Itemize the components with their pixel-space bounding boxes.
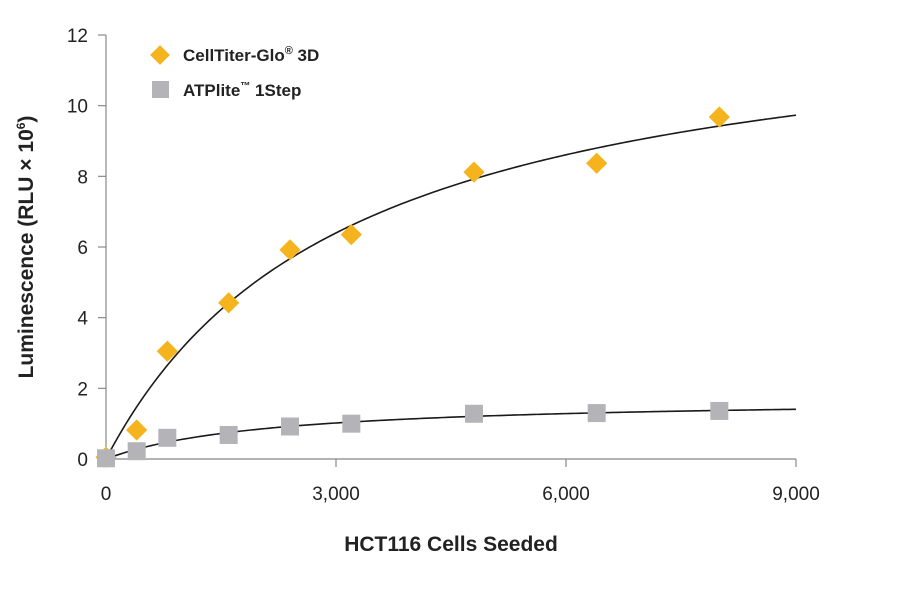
y-tick-label: 12 bbox=[67, 26, 88, 47]
point-celltiter bbox=[156, 340, 178, 362]
legend-label-atplite-mark: ™ bbox=[240, 81, 250, 92]
point-atplite bbox=[97, 449, 115, 468]
point-atplite bbox=[158, 428, 177, 447]
x-tick-label: 9,000 bbox=[772, 484, 820, 505]
y-tick-label: 8 bbox=[77, 167, 88, 188]
data-points bbox=[95, 106, 730, 468]
point-atplite bbox=[127, 442, 146, 461]
point-celltiter bbox=[463, 161, 485, 183]
fit-curve-celltiter bbox=[105, 114, 797, 460]
legend-label-celltiter-mark: ® bbox=[285, 45, 293, 57]
legend-marker-diamond bbox=[150, 45, 170, 65]
point-atplite bbox=[219, 425, 238, 444]
point-celltiter bbox=[340, 224, 362, 246]
point-celltiter bbox=[126, 419, 148, 441]
point-celltiter bbox=[708, 106, 730, 128]
legend-label-celltiter-suffix: 3D bbox=[293, 46, 319, 65]
y-tick-label: 6 bbox=[77, 238, 88, 259]
legend-label-atplite-name: ATPlite bbox=[183, 81, 240, 100]
y-axis-title: Luminescence (RLU × 106) bbox=[14, 116, 38, 379]
y-tick-label: 2 bbox=[77, 379, 88, 400]
legend-item-atplite: ATPlite™ 1Step bbox=[152, 81, 301, 100]
point-atplite bbox=[465, 404, 483, 423]
fit-curve-atplite bbox=[105, 408, 797, 460]
legend-label-atplite: ATPlite™ 1Step bbox=[183, 81, 301, 100]
point-atplite bbox=[710, 401, 729, 420]
y-axis-title-end: ) bbox=[15, 116, 38, 123]
y-axis-title-superscript: 6 bbox=[14, 122, 28, 129]
point-celltiter bbox=[586, 152, 608, 174]
x-axis-title: HCT116 Cells Seeded bbox=[344, 533, 558, 556]
legend-label-celltiter: CellTiter-Glo® 3D bbox=[183, 45, 319, 65]
legend-label-atplite-suffix: 1Step bbox=[250, 81, 301, 100]
legend-marker-square bbox=[152, 81, 169, 98]
point-atplite bbox=[342, 414, 361, 433]
point-celltiter bbox=[279, 239, 301, 261]
x-tick-label: 6,000 bbox=[542, 484, 590, 505]
y-tick-label: 0 bbox=[77, 450, 88, 471]
legend-item-celltiter: CellTiter-Glo® 3D bbox=[150, 45, 319, 65]
point-atplite bbox=[587, 404, 606, 423]
y-axis-title-main: Luminescence (RLU × 10 bbox=[15, 129, 38, 378]
y-tick-label: 10 bbox=[67, 97, 88, 118]
point-atplite bbox=[281, 417, 299, 436]
x-ticks: 0 3,000 6,000 9,000 bbox=[101, 459, 820, 505]
y-tick-label: 4 bbox=[77, 309, 88, 330]
fit-curves bbox=[105, 114, 797, 460]
legend-label-celltiter-name: CellTiter-Glo bbox=[183, 46, 285, 65]
x-tick-label: 0 bbox=[101, 484, 112, 505]
legend: CellTiter-Glo® 3D ATPlite™ 1Step bbox=[150, 45, 319, 100]
y-ticks: 0 2 4 6 8 10 12 bbox=[67, 26, 106, 471]
x-tick-label: 3,000 bbox=[312, 484, 360, 505]
